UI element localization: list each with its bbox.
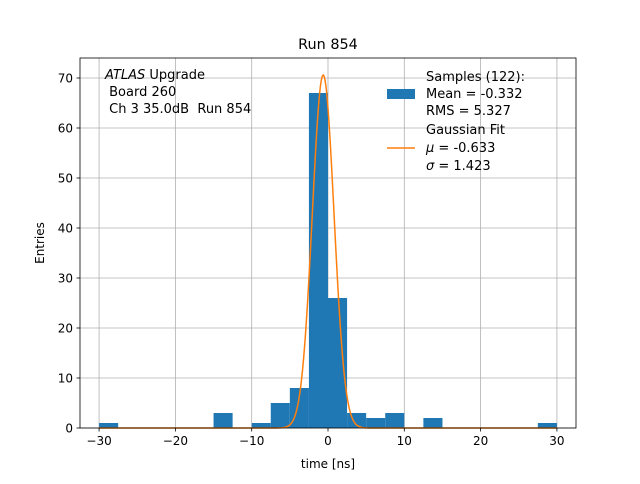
x-tick-label: −10 <box>239 434 264 448</box>
annotation-line-3: Ch 3 35.0dB Run 854 <box>105 102 251 117</box>
x-tick-label: 30 <box>549 434 564 448</box>
legend-samples-line-3: RMS = 5.327 <box>426 104 511 119</box>
y-tick-label: 20 <box>58 321 73 335</box>
chart-title: Run 854 <box>298 37 358 53</box>
y-axis-label: Entries <box>33 222 47 264</box>
legend-fit-line-1: Gaussian Fit <box>426 123 505 138</box>
x-axis-ticks: −30 −20 −10 0 10 20 30 <box>86 428 565 448</box>
histogram-bar <box>423 418 443 428</box>
x-axis-label: time [ns] <box>301 457 355 471</box>
histogram-bar <box>537 423 557 428</box>
histogram-bar <box>99 423 119 428</box>
histogram-bar <box>328 298 348 428</box>
y-tick-label: 30 <box>58 271 73 285</box>
legend-samples-line-2: Mean = -0.332 <box>426 87 522 102</box>
legend-mu-value: = -0.633 <box>434 141 495 156</box>
legend-sigma-value: = 1.423 <box>434 159 490 174</box>
x-tick-label: 10 <box>397 434 412 448</box>
x-tick-label: −30 <box>86 434 111 448</box>
y-tick-label: 70 <box>58 71 73 85</box>
annotation-atlas: ATLAS <box>104 68 145 83</box>
histogram-bar <box>251 423 271 428</box>
legend-fit-line-3: σ = 1.423 <box>426 159 491 174</box>
legend-mu-symbol: μ <box>425 141 434 156</box>
y-tick-label: 10 <box>58 371 73 385</box>
histogram-bar <box>385 413 405 428</box>
annotation-upgrade: Upgrade <box>145 68 205 83</box>
histogram-bar <box>308 93 328 428</box>
annotation-line-2: Board 260 <box>105 85 176 100</box>
annotation-box: ATLAS Upgrade Board 260 Ch 3 35.0dB Run … <box>104 68 251 117</box>
legend-sigma-symbol: σ <box>426 159 435 174</box>
x-tick-label: −20 <box>163 434 188 448</box>
legend-samples-line-1: Samples (122): <box>426 70 525 85</box>
y-tick-label: 60 <box>58 121 73 135</box>
histogram-bar <box>270 403 290 428</box>
annotation-line-1: ATLAS Upgrade <box>104 68 205 83</box>
legend: Samples (122): Mean = -0.332 RMS = 5.327… <box>387 70 525 174</box>
x-tick-label: 0 <box>324 434 332 448</box>
legend-samples-swatch <box>387 89 415 99</box>
histogram-bar <box>213 413 233 428</box>
y-tick-label: 40 <box>58 221 73 235</box>
y-tick-label: 50 <box>58 171 73 185</box>
legend-fit-line-2: μ = -0.633 <box>425 141 495 156</box>
y-axis-ticks: 0 10 20 30 40 50 60 70 <box>58 71 80 435</box>
y-tick-label: 0 <box>65 421 73 435</box>
histogram-bar <box>366 418 386 428</box>
x-tick-label: 20 <box>473 434 488 448</box>
